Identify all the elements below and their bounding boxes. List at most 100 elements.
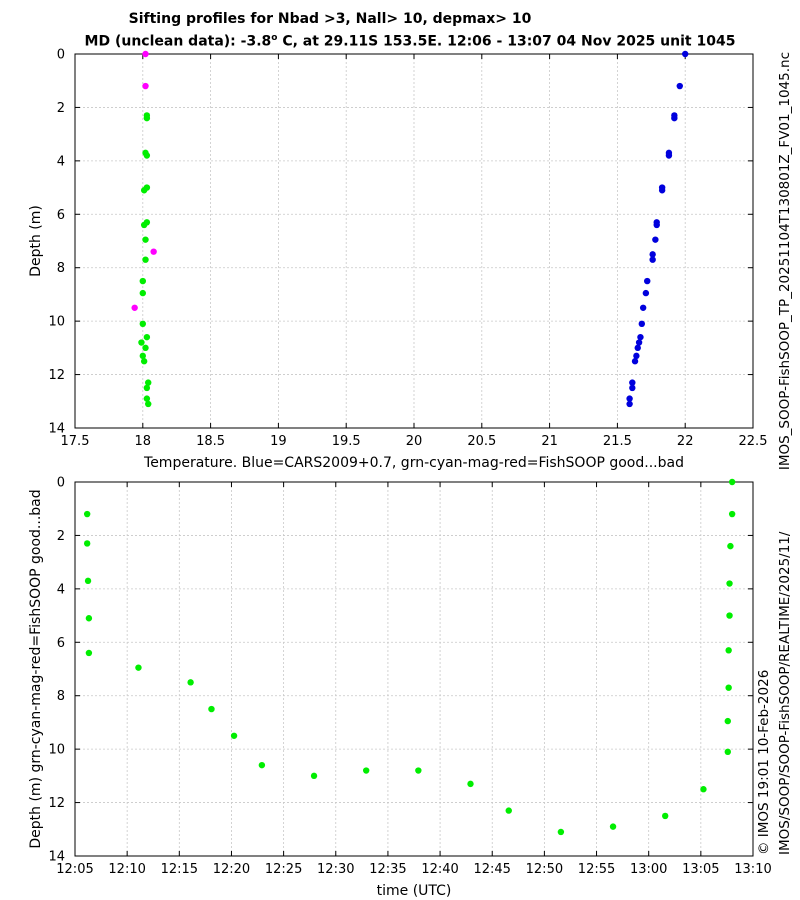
green-data-point — [143, 114, 151, 122]
x-tick-label: 12:35 — [369, 862, 406, 877]
chart-title-line1: Sifting profiles for Nbad >3, Nall> 10, … — [128, 11, 532, 27]
x-axis-label: time (UTC) — [377, 883, 452, 899]
x-tick-label: 13:05 — [682, 862, 719, 877]
blue-data-point — [631, 358, 639, 365]
green-data-point — [145, 400, 152, 408]
x-tick-label: 18.5 — [196, 434, 225, 449]
blue-data-point — [671, 114, 678, 122]
x-tick-label: 21 — [541, 434, 558, 449]
blue-data-point — [626, 395, 633, 402]
x-tick-label: 19.5 — [332, 434, 361, 449]
y-tick-label: 10 — [48, 743, 65, 758]
blue-data-point — [649, 256, 656, 263]
y-tick-label: 14 — [48, 422, 65, 437]
x-tick-label: 12:05 — [56, 862, 93, 877]
magenta-data-point — [142, 82, 149, 90]
green-data-point — [724, 717, 731, 725]
side-path-label: IMOS/SOOP/SOOP-FishSOOP/REALTIME/2025/11… — [777, 531, 793, 855]
blue-data-point — [629, 379, 636, 386]
y-tick-label: 10 — [48, 315, 65, 330]
green-data-point — [140, 187, 148, 194]
blue-data-point — [653, 221, 660, 229]
magenta-data-point — [131, 304, 138, 311]
blue-data-point — [658, 187, 666, 194]
blue-data-point — [676, 82, 683, 90]
green-data-point — [230, 732, 238, 739]
x-tick-label: 21.5 — [603, 434, 632, 449]
title-line2-pre: MD (unclean data): -3.8 — [84, 33, 272, 50]
green-data-point — [139, 352, 146, 360]
side-copyright-label: © IMOS 19:01 10-Feb-2026 — [756, 670, 772, 855]
y-tick-label: 2 — [57, 529, 65, 544]
magenta-data-point — [150, 248, 157, 255]
x-tick-label: 13:10 — [734, 862, 771, 877]
green-data-point — [724, 748, 731, 756]
x-tick-label: 22.5 — [739, 434, 768, 449]
y-tick-label: 14 — [48, 850, 65, 865]
temperature-depth-plot: 17.5 18 18.5 19 19.5 20 20.5 21 21.5 22 22.5 0 2 4 6 8 1… — [28, 48, 767, 472]
y-tick-label: 6 — [57, 208, 65, 223]
blue-data-point — [652, 236, 659, 243]
x-tick-label: 17.5 — [61, 434, 90, 449]
x-tick-label: 12:10 — [108, 862, 145, 877]
green-data-point — [467, 780, 474, 788]
side-filename-label: IMOS_SOOP-FishSOOP_TP_20251104T130801Z_F… — [777, 52, 793, 470]
x-tick-label: 20 — [406, 434, 423, 449]
blue-data-point — [644, 277, 651, 285]
green-data-point — [310, 772, 318, 780]
x-tick-label: 12:45 — [473, 862, 510, 877]
time-depth-plot: 12:05 12:10 12:15 12:20 12:25 12:30 12:35 12:40… — [28, 476, 772, 900]
y-tick-label: 8 — [57, 689, 65, 704]
y-tick-label: 8 — [57, 261, 65, 276]
green-data-point — [140, 358, 148, 365]
y-tick-label: 12 — [48, 368, 65, 383]
green-data-point — [609, 823, 617, 830]
green-data-point — [728, 510, 736, 518]
y-axis-label: Depth (m) grn-cyan-mag-red=FishSOOP good… — [28, 489, 44, 848]
green-data-point — [84, 577, 92, 585]
green-data-point — [83, 540, 91, 547]
blue-data-point — [639, 304, 647, 311]
green-data-point — [728, 478, 736, 486]
x-tick-label: 18 — [135, 434, 152, 449]
y-tick-label: 4 — [57, 582, 65, 597]
green-data-point — [725, 684, 732, 691]
green-data-point — [143, 152, 151, 159]
x-tick-label: 12:55 — [578, 862, 615, 877]
green-data-point — [557, 828, 565, 836]
chart-title-line2: MD (unclean data): -3.8o C, at 29.11S 15… — [10, 33, 800, 50]
green-data-point — [143, 333, 151, 341]
x-tick-label: 13:00 — [630, 862, 667, 877]
x-tick-label: 12:25 — [265, 862, 302, 877]
green-data-point — [138, 339, 145, 346]
blue-data-point — [635, 339, 643, 346]
green-data-point — [139, 289, 146, 297]
blue-data-point — [642, 289, 650, 297]
green-data-point — [139, 277, 146, 285]
green-data-point — [726, 580, 733, 587]
blue-data-point — [682, 50, 689, 58]
blue-data-point — [634, 344, 641, 352]
green-data-point — [208, 705, 215, 713]
x-tick-label: 12:20 — [213, 862, 250, 877]
y-axis-label: Depth (m) — [28, 205, 44, 277]
green-data-point — [143, 384, 151, 392]
y-tick-label: 4 — [57, 154, 65, 169]
x-tick-label: 20.5 — [467, 434, 496, 449]
y-tick-label: 0 — [57, 476, 65, 491]
y-tick-label: 2 — [57, 101, 65, 116]
green-data-point — [143, 395, 151, 402]
x-tick-label: 12:15 — [161, 862, 198, 877]
green-data-point — [700, 786, 707, 793]
green-data-point — [726, 612, 733, 619]
plot-frame — [74, 481, 754, 857]
green-data-point — [140, 221, 148, 229]
title-degree-sup: o — [271, 33, 278, 43]
blue-data-point — [649, 251, 656, 258]
green-data-point — [139, 320, 146, 328]
blue-data-point — [626, 400, 633, 408]
blue-data-point — [638, 320, 646, 328]
green-data-point — [142, 236, 149, 243]
green-data-point — [83, 510, 91, 518]
